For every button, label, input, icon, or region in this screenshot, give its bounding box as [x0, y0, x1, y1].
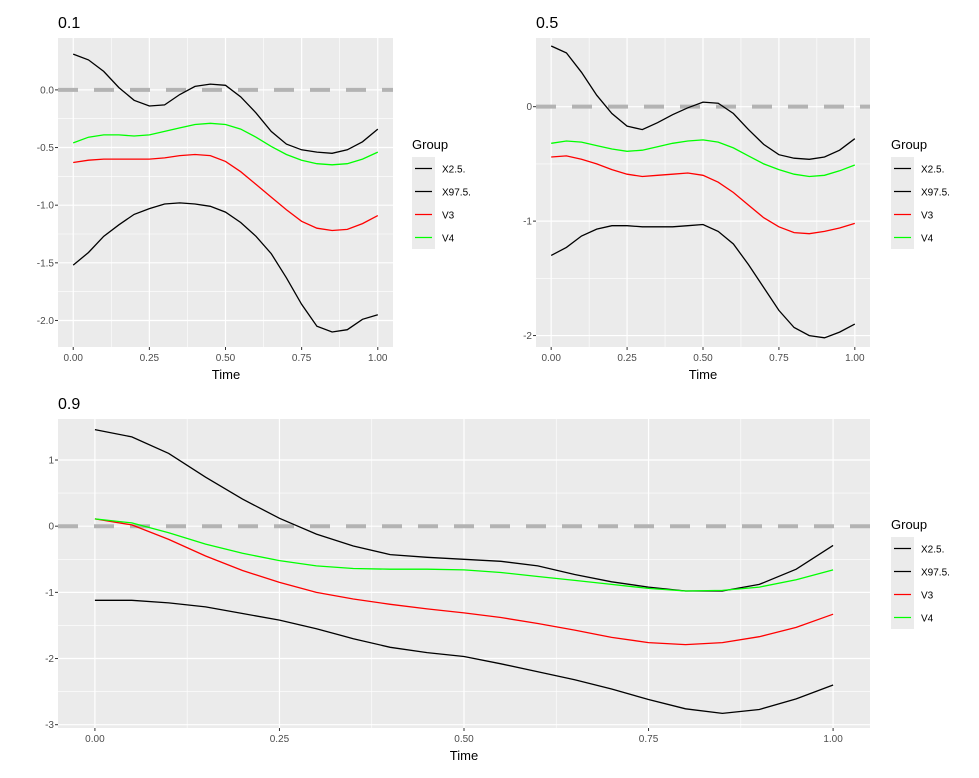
- series-line-V3: [551, 155, 855, 235]
- legend-label-X2.5.: X2.5.: [921, 545, 944, 556]
- series-line-V4: [551, 139, 856, 178]
- y-tick-label: -1.5: [37, 258, 55, 269]
- x-tick-label: 0.50: [693, 353, 713, 364]
- legend-label-X97.5.: X97.5.: [921, 188, 950, 199]
- panel-title: 0.5: [536, 15, 558, 32]
- series-line-V4: [72, 122, 379, 166]
- x-axis-title: Time: [212, 367, 240, 382]
- legend-label-X97.5.: X97.5.: [442, 188, 471, 199]
- legend-label-V4: V4: [921, 614, 934, 625]
- panel-title: 0.9: [58, 396, 80, 413]
- x-tick-label: 0.00: [541, 353, 561, 364]
- legend: Group X2.5. X97.5. V3 V4: [412, 137, 471, 249]
- x-tick-label: 0.25: [270, 734, 290, 745]
- x-tick-label: 0.50: [216, 353, 236, 364]
- y-tick-label: -3: [45, 720, 54, 731]
- y-tick-label: 0: [526, 102, 532, 113]
- x-tick-label: 0.25: [617, 353, 637, 364]
- x-axis-title: Time: [689, 367, 717, 382]
- legend: Group X2.5. X97.5. V3 V4: [891, 517, 950, 629]
- x-tick-label: 1.00: [823, 734, 843, 745]
- grid: [536, 38, 870, 347]
- legend: Group X2.5. X97.5. V3 V4: [891, 137, 950, 249]
- y-tick-label: 0.0: [40, 85, 54, 96]
- x-tick-label: 0.75: [769, 353, 789, 364]
- x-tick-label: 0.00: [63, 353, 83, 364]
- legend-title: Group: [891, 137, 927, 152]
- chart-panel-0.1: 0.00 0.25 0.50 0.75 1.00 -2.0 -1.5 -1.0 -0.5 0.0 0…: [37, 15, 471, 382]
- y-tick-label: -0.5: [37, 143, 55, 154]
- x-axis-title: Time: [450, 748, 478, 763]
- legend-label-V4: V4: [921, 234, 934, 245]
- legend-label-V3: V3: [442, 211, 455, 222]
- x-tick-label: 0.75: [292, 353, 312, 364]
- legend-label-X2.5.: X2.5.: [442, 165, 465, 176]
- series-line-X2.5.: [72, 53, 379, 154]
- x-tick-label: 0.25: [140, 353, 160, 364]
- y-tick-label: 1: [48, 456, 54, 467]
- legend-title: Group: [412, 137, 448, 152]
- legend-label-X97.5.: X97.5.: [921, 568, 950, 579]
- series-line-V3: [94, 518, 834, 646]
- y-tick-label: -1: [523, 217, 532, 228]
- x-tick-label: 0.00: [85, 734, 105, 745]
- x-tick-label: 1.00: [845, 353, 865, 364]
- panel-title: 0.1: [58, 15, 80, 32]
- legend-label-V3: V3: [921, 211, 934, 222]
- series-line-X97.5.: [72, 202, 378, 333]
- legend-title: Group: [891, 517, 927, 532]
- series-line-V4: [94, 518, 834, 592]
- y-tick-label: 0: [48, 522, 54, 533]
- series-line-X97.5.: [94, 599, 834, 715]
- y-tick-label: -2.0: [37, 316, 55, 327]
- y-tick-label: -2: [523, 331, 532, 342]
- x-tick-label: 0.50: [454, 734, 474, 745]
- legend-label-X2.5.: X2.5.: [921, 165, 944, 176]
- chart-panel-0.9: 0.00 0.25 0.50 0.75 1.00 -3 -2 -1 0 1 0.9 Time Group…: [45, 396, 950, 763]
- x-tick-label: 0.75: [639, 734, 659, 745]
- series-line-X2.5.: [550, 45, 856, 160]
- x-tick-label: 1.00: [368, 353, 388, 364]
- y-tick-label: -1: [45, 588, 54, 599]
- legend-label-V3: V3: [921, 591, 934, 602]
- grid: [58, 419, 870, 728]
- y-tick-label: -2: [45, 654, 54, 665]
- y-tick-label: -1.0: [37, 201, 55, 212]
- series-line-V3: [73, 153, 379, 232]
- series-line-X97.5.: [550, 223, 856, 339]
- legend-label-V4: V4: [442, 234, 455, 245]
- chart-panel-0.5: 0.00 0.25 0.50 0.75 1.00 -2 -1 0 0.5 Time Group X2.…: [523, 15, 950, 382]
